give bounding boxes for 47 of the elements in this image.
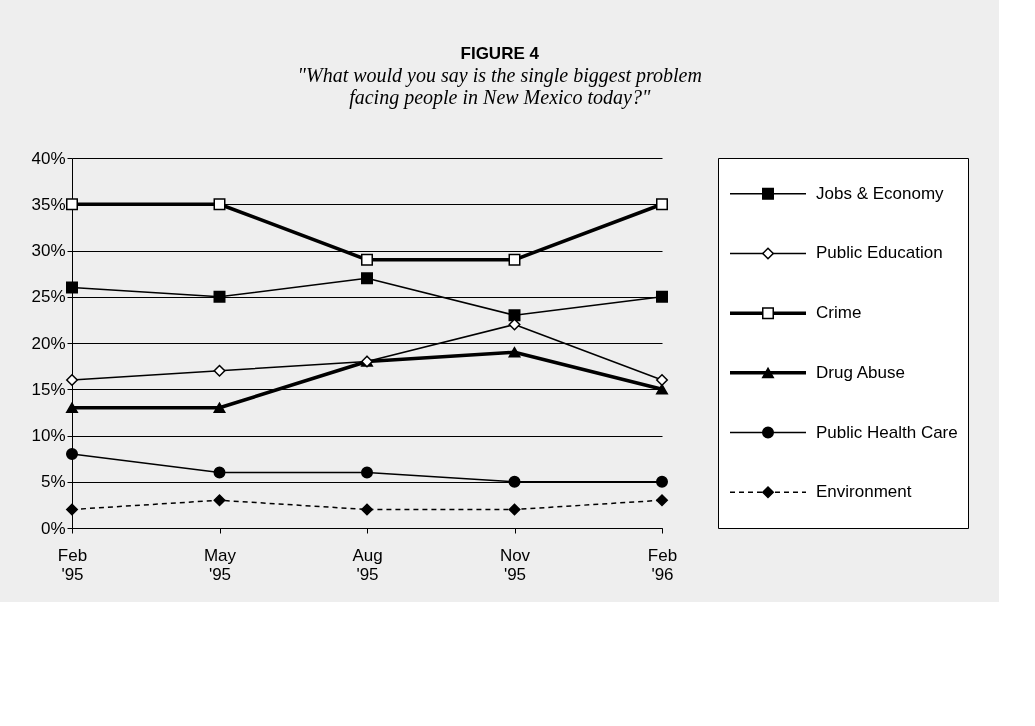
- y-tick-label: 30%: [31, 241, 66, 260]
- point: [213, 364, 226, 377]
- x-tick-label: Feb '95: [57, 545, 88, 584]
- point: [361, 503, 373, 516]
- point: [66, 402, 78, 414]
- chart-subtitle: "What would you say is the single biggest problem facing people in New Mexico today?": [297, 64, 702, 109]
- point: [656, 374, 668, 386]
- chart-title: FIGURE 4: [460, 44, 540, 63]
- legend-label: Jobs & Economy: [816, 183, 945, 203]
- x-tick-label: May '95: [203, 545, 237, 584]
- point: [213, 402, 226, 414]
- legend-label: Public Education: [816, 243, 943, 263]
- point: [213, 466, 226, 479]
- y-tick-label: 35%: [31, 194, 66, 214]
- point: [508, 346, 521, 358]
- x-tick-label: Nov '95: [499, 545, 531, 584]
- legend-label: Environment: [816, 482, 912, 502]
- x-tick-label: Aug '95: [352, 545, 383, 584]
- legend-label: Crime: [816, 303, 862, 323]
- point: [66, 503, 78, 516]
- y-tick-label: 25%: [31, 287, 66, 307]
- point: [508, 503, 521, 516]
- point: [656, 475, 668, 488]
- point: [656, 290, 668, 303]
- point: [213, 494, 226, 507]
- point: [213, 290, 226, 303]
- y-tick-label: 20%: [31, 333, 66, 353]
- y-tick-label: 0%: [40, 518, 66, 538]
- point: [508, 475, 521, 488]
- point: [656, 198, 668, 211]
- y-tick-label: 5%: [40, 472, 66, 492]
- point: [361, 253, 373, 266]
- point: [213, 198, 226, 211]
- point: [361, 272, 373, 285]
- point: [66, 448, 78, 460]
- legend-label: Drug Abuse: [816, 362, 905, 382]
- x-tick-label: Feb '96: [647, 545, 678, 584]
- point: [66, 281, 78, 294]
- point: [508, 253, 521, 266]
- point: [66, 198, 78, 211]
- y-tick-label: 40%: [31, 148, 66, 168]
- legend-label: Public Health Care: [816, 422, 958, 442]
- y-tick-label: 10%: [31, 426, 66, 445]
- point: [656, 494, 668, 507]
- point: [361, 466, 373, 479]
- y-tick-label: 15%: [31, 379, 66, 399]
- point: [66, 374, 78, 386]
